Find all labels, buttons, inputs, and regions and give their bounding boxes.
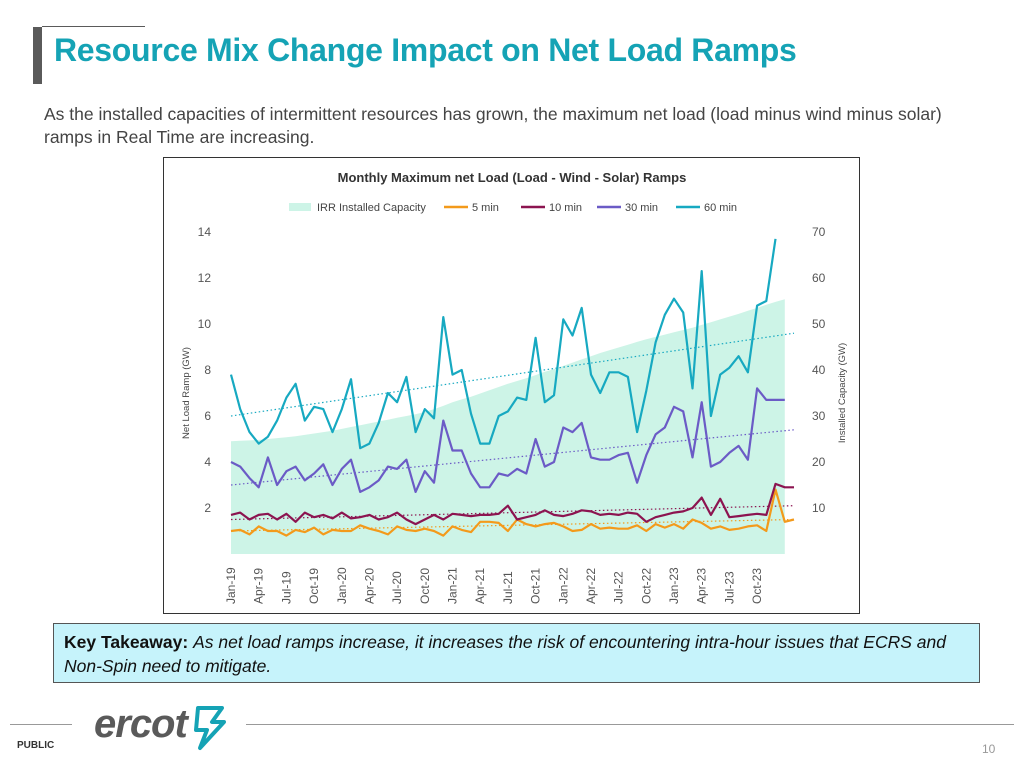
x-tick-label: Oct-21 — [529, 568, 543, 604]
y2-tick-label: 60 — [812, 271, 826, 285]
footer-line-left — [10, 724, 72, 725]
x-tick-label: Jan-21 — [446, 567, 460, 604]
y-tick-label: 4 — [204, 455, 211, 469]
trendline-10-min — [230, 505, 795, 521]
x-tick-label: Jul-22 — [612, 571, 626, 604]
x-tick-label: Jul-20 — [390, 571, 404, 604]
x-tick-label: Jan-22 — [556, 567, 570, 604]
x-tick-label: Apr-20 — [362, 568, 376, 604]
legend-label: 5 min — [472, 202, 499, 214]
x-tick-label: Apr-19 — [252, 568, 266, 604]
y-tick-label: 10 — [198, 317, 212, 331]
x-tick-label: Jan-19 — [224, 567, 238, 604]
series-line-30-min — [230, 387, 785, 493]
takeaway-label: Key Takeaway: — [64, 632, 189, 652]
x-tick-label: Apr-22 — [584, 568, 598, 604]
capacity-area — [231, 299, 785, 554]
net-load-ramp-chart: IRR Installed Capacity 5 min 10 min 30 min 6… — [181, 170, 848, 604]
legend-swatch-capacity — [289, 203, 311, 211]
y2-tick-label: 70 — [812, 225, 826, 239]
x-tick-label: Jul-19 — [279, 571, 293, 604]
y2-tick-label: 40 — [812, 363, 826, 377]
x-tick-label: Oct-23 — [750, 568, 764, 604]
key-takeaway-box: Key Takeaway: As net load ramps increase… — [53, 623, 980, 683]
series-line-10-min — [230, 482, 794, 526]
y2-tick-label: 50 — [812, 317, 826, 331]
series-line-5-min — [230, 488, 795, 537]
y-tick-label: 2 — [204, 501, 211, 515]
y-tick-label: 6 — [204, 409, 211, 423]
logo-text: ercot — [94, 702, 189, 746]
legend-label: 10 min — [549, 202, 582, 214]
footer-label: PUBLIC — [17, 740, 55, 751]
intro-text: As the installed capacities of intermitt… — [44, 104, 942, 147]
y2-tick-label: 20 — [812, 455, 826, 469]
footer-line-right — [246, 724, 1014, 725]
takeaway-text: As net load ramps increase, it increases… — [64, 632, 946, 676]
y-tick-label: 14 — [198, 225, 212, 239]
x-tick-label: Oct-22 — [639, 568, 653, 604]
legend: IRR Installed Capacity 5 min 10 min 30 min 6… — [289, 202, 737, 214]
y-axis-group: 2 4 6 8 10 12 14 10 20 30 40 50 60 70 Net Load Ramp (G… — [181, 225, 848, 515]
page-number: 10 — [982, 742, 996, 756]
title-accent-line — [42, 26, 145, 27]
x-axis-group: Jan-19 Apr-19 Jul-19 Oct-19 Jan-20 Apr-20 Jul-… — [224, 567, 764, 604]
title-accent-bar — [33, 27, 42, 84]
legend-label: IRR Installed Capacity — [317, 202, 426, 214]
y-axis-label: Net Load Ramp (GW) — [181, 347, 192, 439]
x-tick-label: Jan-20 — [335, 567, 349, 604]
y2-tick-label: 10 — [812, 501, 826, 515]
y2-axis-label: Installed Capacity (GW) — [837, 343, 848, 443]
y-tick-label: 8 — [204, 363, 211, 377]
chart-title: Monthly Maximum net Load (Load - Wind - … — [338, 170, 687, 185]
x-tick-label: Jul-23 — [722, 571, 736, 604]
x-tick-label: Apr-21 — [473, 568, 487, 604]
page-title: Resource Mix Change Impact on Net Load R… — [54, 32, 797, 68]
chart-frame: IRR Installed Capacity 5 min 10 min 30 min 6… — [163, 157, 860, 614]
x-tick-label: Jul-21 — [501, 571, 515, 604]
legend-label: 30 min — [625, 202, 658, 214]
legend-label: 60 min — [704, 202, 737, 214]
logo-bolt-icon — [194, 706, 226, 750]
x-tick-label: Oct-20 — [418, 568, 432, 604]
trendline-60-min — [230, 332, 795, 417]
y-tick-label: 12 — [198, 271, 212, 285]
series-lines-group — [229, 238, 795, 537]
x-tick-label: Jan-23 — [667, 567, 681, 604]
capacity-area-group — [231, 299, 785, 554]
y2-tick-label: 30 — [812, 409, 826, 423]
x-tick-label: Apr-23 — [695, 568, 709, 604]
x-tick-label: Oct-19 — [307, 568, 321, 604]
series-line-60-min — [229, 238, 777, 450]
ercot-logo: ercot — [94, 702, 226, 750]
